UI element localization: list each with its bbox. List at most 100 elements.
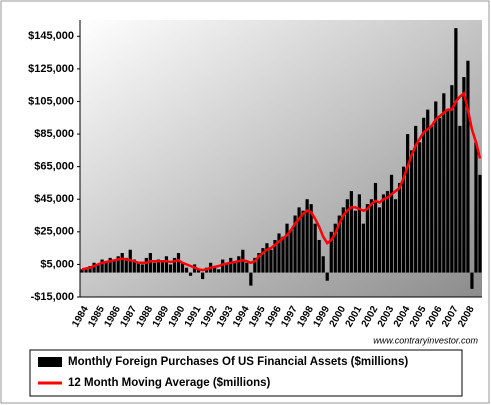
bar — [458, 125, 462, 273]
bar — [96, 264, 100, 273]
bar — [474, 142, 478, 273]
bar — [369, 199, 374, 273]
bar — [470, 272, 474, 289]
bar — [410, 150, 414, 273]
y-tick-label: $145,000 — [28, 30, 74, 42]
y-tick-label: $25,000 — [34, 226, 74, 238]
y-tick-label: $85,000 — [34, 128, 74, 140]
bar — [309, 204, 313, 273]
bar — [402, 166, 406, 273]
bar — [434, 101, 438, 273]
bar — [349, 191, 353, 273]
bar — [426, 109, 430, 273]
bar — [357, 194, 361, 273]
bar — [152, 262, 156, 273]
bar — [285, 223, 289, 273]
bar — [305, 199, 309, 273]
bar — [221, 259, 225, 273]
bar — [225, 264, 229, 273]
watermark: www.contraryinvestor.com — [373, 335, 478, 345]
bar — [116, 256, 120, 273]
bar — [188, 272, 193, 276]
bar — [341, 207, 345, 273]
bar — [112, 261, 116, 273]
bar — [100, 259, 104, 273]
bar — [414, 125, 418, 273]
bar — [381, 194, 386, 273]
bar — [196, 269, 201, 273]
bar — [80, 269, 84, 273]
bar — [397, 182, 402, 273]
bar — [217, 269, 221, 273]
moving-average-line — [81, 91, 482, 272]
bar — [389, 174, 394, 273]
y-tick-label: $125,000 — [28, 63, 74, 75]
bar — [430, 125, 434, 273]
bar — [297, 207, 301, 273]
bar — [418, 142, 422, 273]
bar — [313, 223, 317, 273]
bar — [229, 257, 233, 273]
bar — [438, 117, 442, 273]
bar — [261, 248, 265, 273]
bar — [377, 207, 382, 273]
bar — [245, 262, 249, 273]
bar — [365, 204, 370, 273]
bar — [124, 257, 128, 273]
legend-label: 12 Month Moving Average ($millions) — [68, 377, 271, 389]
legend-swatch — [38, 357, 62, 367]
bar — [168, 264, 173, 273]
bar — [273, 239, 277, 273]
bar — [466, 60, 470, 273]
bar — [265, 243, 269, 273]
bar — [454, 28, 458, 273]
plot-area — [80, 20, 482, 297]
bar — [325, 272, 329, 281]
bar — [84, 267, 88, 273]
bar — [446, 109, 450, 273]
bar — [176, 253, 181, 273]
y-tick-label: $45,000 — [34, 193, 74, 205]
bar — [108, 257, 112, 273]
bar — [269, 249, 273, 273]
legend-label: Monthly Foreign Purchases Of US Financia… — [68, 356, 408, 368]
bar — [301, 210, 305, 273]
bar — [136, 262, 140, 273]
y-tick-label: -$15,000 — [31, 291, 74, 303]
bar — [478, 174, 482, 273]
bar — [277, 233, 281, 273]
bar — [293, 215, 297, 273]
bar — [345, 199, 349, 273]
y-tick-label: $65,000 — [34, 161, 74, 173]
bar — [450, 85, 454, 273]
bar — [233, 261, 237, 273]
bar — [281, 236, 285, 273]
bar — [144, 257, 148, 273]
bar — [257, 253, 261, 273]
bar — [92, 262, 96, 273]
bar — [422, 117, 426, 273]
bar — [184, 267, 189, 273]
bar — [373, 182, 378, 273]
bar — [201, 272, 205, 280]
bar — [148, 253, 152, 273]
bar — [393, 199, 398, 273]
bar — [329, 231, 333, 273]
bar — [164, 256, 169, 273]
bar — [237, 256, 241, 273]
bar — [317, 239, 321, 273]
bar — [249, 272, 253, 286]
bar — [333, 223, 337, 273]
bar — [406, 134, 410, 273]
bar — [462, 77, 466, 273]
bar — [289, 230, 293, 273]
bar — [213, 266, 217, 273]
bar — [361, 223, 366, 273]
y-tick-label: $105,000 — [28, 95, 74, 107]
bar — [156, 259, 160, 273]
bar — [172, 257, 177, 273]
bar — [253, 257, 257, 273]
bar — [180, 262, 185, 273]
bar — [321, 256, 325, 273]
